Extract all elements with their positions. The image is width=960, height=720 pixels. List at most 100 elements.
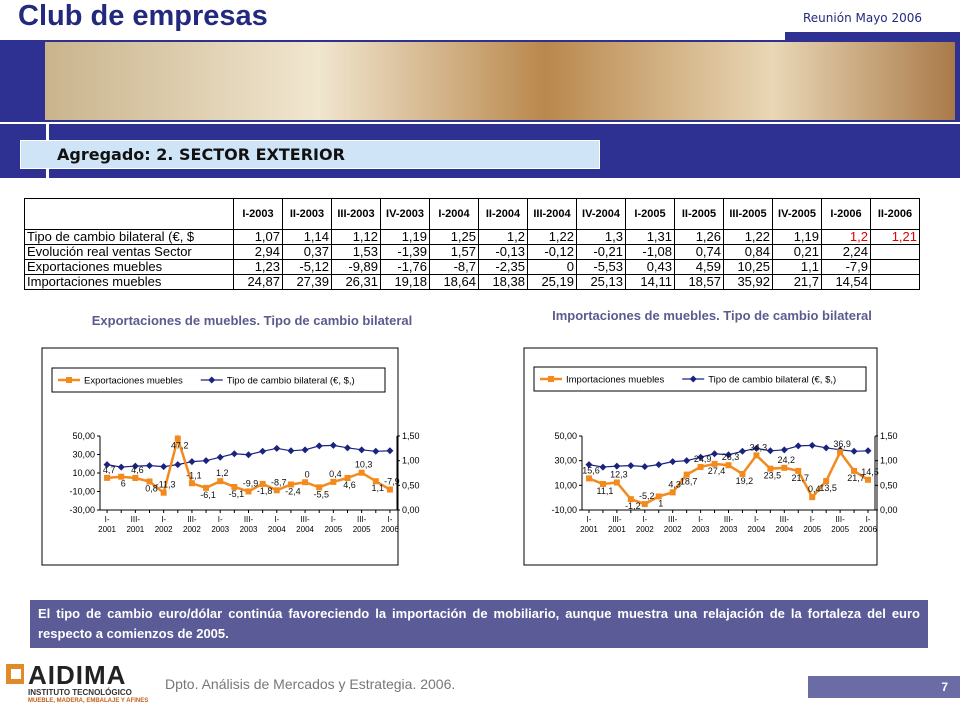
data-point xyxy=(738,447,746,455)
data-point xyxy=(739,470,746,477)
data-label: 1,1 xyxy=(372,483,385,493)
cell: 1,14 xyxy=(282,229,332,245)
data-label: -1,2 xyxy=(625,501,641,511)
cell: 27,39 xyxy=(282,274,332,290)
data-label: 0,4 xyxy=(808,484,821,494)
data-point xyxy=(146,462,153,470)
section-title: Agregado: 2. SECTOR EXTERIOR xyxy=(57,145,345,164)
data-point xyxy=(850,447,858,455)
x-tick-label: III-2005 xyxy=(831,515,849,534)
logo-line: MUEBLE, MADERA, EMBALAJE Y AFINES xyxy=(28,698,149,704)
x-tick-label: III-2001 xyxy=(608,515,626,534)
data-point xyxy=(655,493,662,500)
x-tick-label: I-2001 xyxy=(98,515,116,534)
data-point xyxy=(245,451,252,459)
legend-marker xyxy=(689,375,697,383)
data-label: -11,3 xyxy=(156,480,176,490)
cell: 10,25 xyxy=(723,259,773,275)
legend-marker xyxy=(208,376,216,384)
cell: 1,22 xyxy=(527,229,577,245)
data-label: -5,2 xyxy=(639,491,655,501)
photos xyxy=(45,42,955,120)
x-tick-label: I-2004 xyxy=(748,515,766,534)
data-point xyxy=(188,458,196,466)
data-point xyxy=(273,487,280,494)
data-point xyxy=(752,444,760,452)
cell: 1,3 xyxy=(576,229,626,245)
x-tick-label: I-2003 xyxy=(692,515,710,534)
data-point xyxy=(118,473,125,480)
data-point xyxy=(344,444,351,452)
data-label: -5,5 xyxy=(313,489,329,499)
meeting: Reunión Mayo 2006 xyxy=(803,11,922,25)
data-point xyxy=(627,462,635,470)
cell: 1,19 xyxy=(772,229,822,245)
row-label: Exportaciones muebles xyxy=(24,259,234,275)
legend-marker xyxy=(66,377,72,383)
data-label: 14,5 xyxy=(861,467,879,477)
data-point xyxy=(344,474,351,481)
data-label: 19,2 xyxy=(736,476,754,486)
x-tick-label: III-2002 xyxy=(183,515,201,534)
y-tick-label: 50,00 xyxy=(554,431,577,441)
y-tick-label: 50,00 xyxy=(72,431,95,441)
data-label: 24,2 xyxy=(778,455,796,465)
data-point xyxy=(259,447,267,455)
data-point xyxy=(245,488,252,495)
x-tick-label: III-2001 xyxy=(126,515,144,534)
cell: -1,08 xyxy=(625,244,675,260)
y-tick-label: -30,00 xyxy=(69,505,95,515)
data-label: -2,4 xyxy=(285,486,301,496)
y2-tick-label: 1,00 xyxy=(402,456,420,466)
data-point xyxy=(372,478,379,485)
data-point xyxy=(231,483,238,490)
cell: 0,43 xyxy=(625,259,675,275)
y-tick-label: 30,00 xyxy=(72,450,95,460)
data-label: 11,1 xyxy=(596,486,613,496)
data-point xyxy=(599,463,607,471)
data-point xyxy=(683,457,691,465)
cell: 18,38 xyxy=(478,274,528,290)
cell: 1,2 xyxy=(821,229,871,245)
data-label: 4,7 xyxy=(103,465,116,475)
column-header: III-2004 xyxy=(527,198,577,230)
data-point xyxy=(753,452,760,459)
data-label: 13,5 xyxy=(819,483,837,493)
cell: 26,31 xyxy=(331,274,381,290)
cell: -1,76 xyxy=(380,259,430,275)
data-point xyxy=(188,480,195,487)
data-point xyxy=(585,475,592,482)
legend-label: Exportaciones muebles xyxy=(84,376,183,387)
column-header: III-2003 xyxy=(331,198,381,230)
data-point xyxy=(795,467,802,474)
section-box: Agregado: 2. SECTOR EXTERIOR xyxy=(20,140,600,169)
cell: 24,87 xyxy=(233,274,283,290)
row-label: Evolución real ventas Sector xyxy=(24,244,234,260)
y-tick-label: 10,00 xyxy=(72,468,95,478)
data-label: 15,6 xyxy=(582,465,600,475)
cell: 2,94 xyxy=(233,244,283,260)
department: Dpto. Análisis de Mercados y Estrategia.… xyxy=(165,676,456,692)
data-point xyxy=(174,435,181,442)
legend-label: Tipo de cambio bilateral (€, $,) xyxy=(227,376,355,387)
data-point xyxy=(329,441,337,449)
x-tick-label: III-2004 xyxy=(296,515,314,534)
x-tick-label: I-2004 xyxy=(268,515,286,534)
data-point xyxy=(697,463,704,470)
cell: 18,64 xyxy=(429,274,479,290)
data-label: -6,1 xyxy=(200,490,216,500)
data-point xyxy=(822,444,830,452)
x-tick-label: I-2002 xyxy=(636,515,654,534)
data-label: -7,9 xyxy=(384,477,400,487)
data-point xyxy=(809,494,816,501)
data-point xyxy=(669,489,676,496)
page-box xyxy=(808,676,960,698)
y2-tick-label: 0,00 xyxy=(402,505,420,515)
data-point xyxy=(217,478,224,485)
page-number: 7 xyxy=(941,680,948,694)
cell: 1,12 xyxy=(331,229,381,245)
data-label: 0 xyxy=(305,469,310,479)
cell: 1,25 xyxy=(429,229,479,245)
data-label: 10,3 xyxy=(355,460,373,470)
data-point xyxy=(585,461,593,469)
